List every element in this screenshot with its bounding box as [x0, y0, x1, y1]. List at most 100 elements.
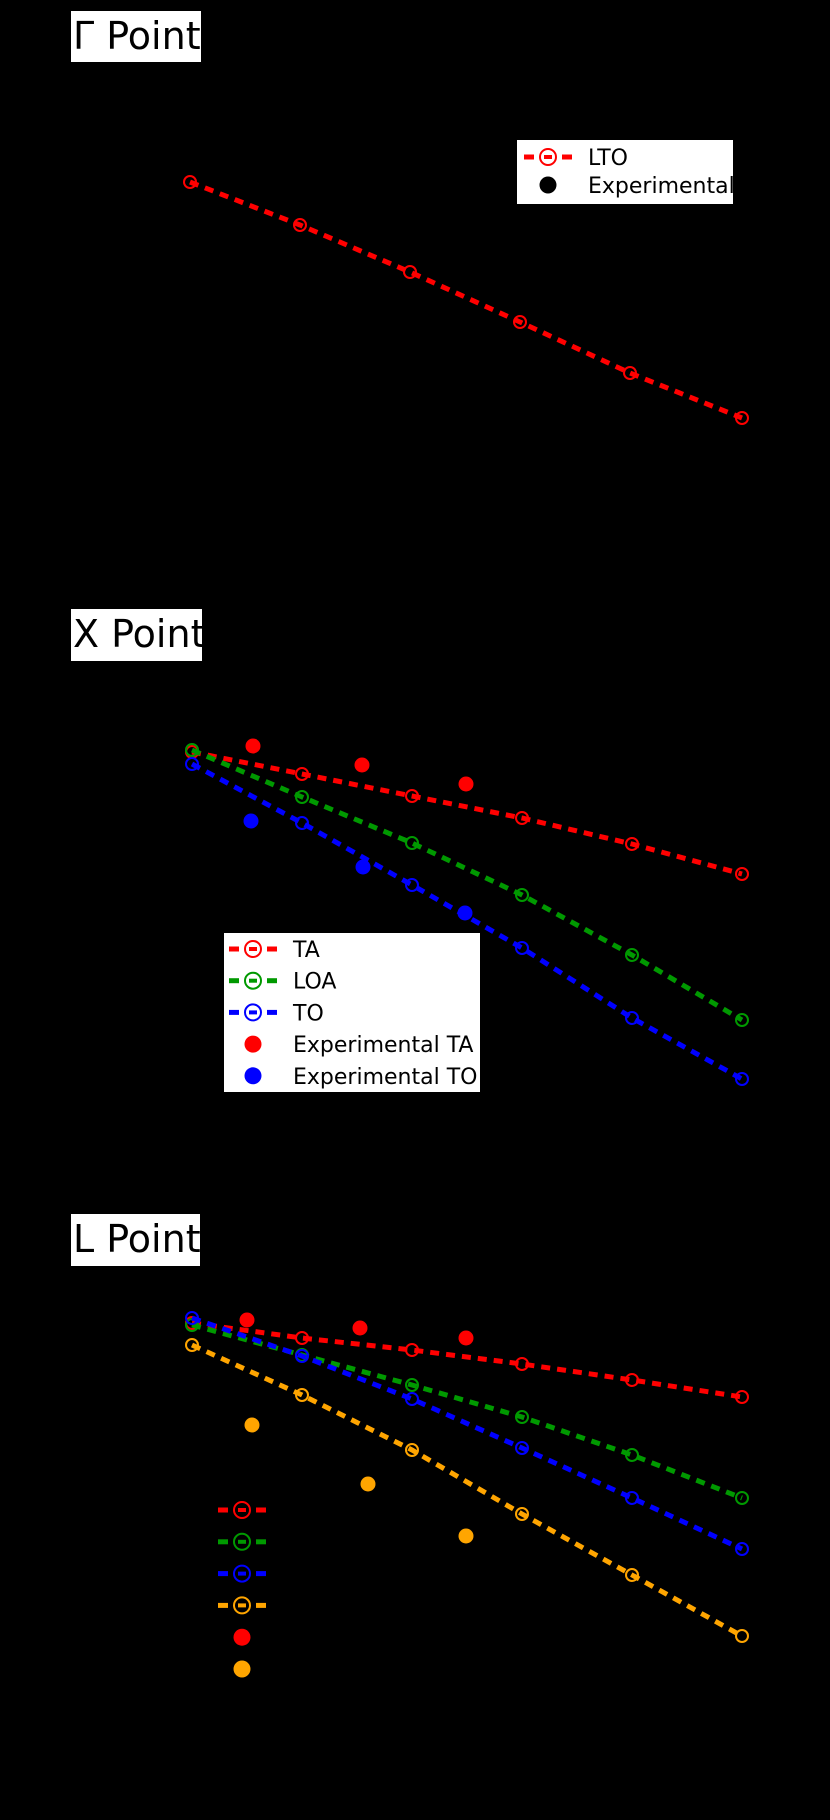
legend-entry: Experimental TO — [244, 1065, 477, 1090]
open-circle-marker — [515, 1357, 529, 1371]
dashed-line — [189, 179, 743, 421]
dashed-line — [191, 747, 744, 1023]
filled-dot-marker — [244, 1067, 262, 1085]
open-circle-marker — [515, 888, 529, 902]
legend: TA LOA TO Experimental TA Experimental TO — [224, 933, 480, 1092]
dashed-line — [191, 1315, 744, 1552]
open-circle-marker — [735, 411, 749, 425]
legend-entry — [218, 1564, 266, 1583]
open-circle-marker — [735, 1629, 749, 1643]
open-circle-marker — [185, 743, 199, 757]
legend-entry — [218, 1501, 266, 1519]
legend: LTO Experimental — [517, 140, 735, 204]
open-circle-marker — [625, 1491, 639, 1505]
legend-entry: TA — [229, 938, 320, 963]
filled-dot-marker — [245, 738, 261, 754]
legend-entry: LOA — [229, 970, 336, 995]
open-circle-marker — [625, 1011, 639, 1025]
open-circle-marker — [515, 811, 529, 825]
panel-2 — [185, 1311, 749, 1678]
open-circle-marker — [295, 1349, 309, 1363]
series-#ffa500 — [244, 1417, 474, 1544]
series-ta — [185, 745, 749, 881]
legend-label: Experimental — [588, 174, 735, 199]
open-circle-marker — [405, 1392, 419, 1406]
open-circle-marker — [295, 1331, 309, 1345]
open-circle-marker — [405, 1443, 419, 1457]
series-#ffa500 — [185, 1338, 749, 1643]
open-circle-marker — [623, 366, 637, 380]
open-circle-marker — [735, 1013, 749, 1027]
legend-entry: Experimental TA — [244, 1033, 473, 1058]
open-circle-marker — [625, 1448, 639, 1462]
open-circle-marker — [405, 1343, 419, 1357]
series-#0000ff — [185, 1311, 749, 1556]
filled-dot-marker — [243, 813, 259, 829]
open-circle-marker — [405, 836, 419, 850]
open-circle-marker — [515, 1410, 529, 1424]
filled-dot-marker — [352, 1320, 368, 1336]
open-circle-marker — [233, 1532, 251, 1551]
gamma-point-title: Γ Point — [71, 11, 201, 62]
open-circle-marker — [515, 1507, 529, 1521]
filled-dot-marker — [458, 1330, 474, 1346]
filled-dot-marker — [239, 1312, 255, 1328]
open-circle-marker — [295, 767, 309, 781]
legend-label: Experimental TA — [293, 1033, 473, 1058]
open-circle-marker — [244, 1003, 262, 1022]
x-point-title: X Point — [71, 609, 205, 661]
legend-label: LOA — [293, 970, 336, 995]
series-lto — [183, 175, 749, 425]
filled-dot-marker — [354, 757, 370, 773]
filled-dot-marker — [244, 1035, 262, 1053]
open-circle-marker — [233, 1564, 251, 1583]
open-circle-marker — [403, 265, 417, 279]
open-circle-marker — [185, 757, 199, 771]
open-circle-marker — [515, 941, 529, 955]
series-to — [185, 757, 749, 1086]
legend-entry: LTO — [524, 146, 628, 171]
series-#ff0000 — [185, 1316, 749, 1404]
filled-dot-marker — [360, 1476, 376, 1492]
legend-label: TO — [292, 1001, 324, 1026]
open-circle-marker — [625, 837, 639, 851]
series-#ff0000 — [239, 1312, 474, 1346]
legend-entry: Experimental — [539, 174, 735, 199]
open-circle-marker — [405, 878, 419, 892]
dashed-line — [191, 1320, 743, 1400]
open-circle-marker — [185, 1338, 199, 1352]
legend-box — [224, 933, 480, 1092]
open-circle-marker — [735, 1390, 749, 1404]
open-circle-marker — [735, 867, 749, 881]
filled-dot-marker — [233, 1660, 251, 1678]
dashed-line — [190, 761, 744, 1082]
open-circle-marker — [539, 148, 557, 166]
open-circle-marker — [405, 1378, 419, 1392]
legend-entry — [218, 1532, 266, 1551]
legend-label: LTO — [588, 146, 628, 171]
legend-entry — [233, 1628, 251, 1646]
open-circle-marker — [183, 175, 197, 189]
legend-label: Experimental TO — [293, 1065, 477, 1090]
filled-dot-marker — [458, 776, 474, 792]
open-circle-marker — [405, 789, 419, 803]
dashed-line — [190, 1342, 744, 1639]
open-circle-marker — [295, 1388, 309, 1402]
series-loa — [185, 743, 749, 1027]
open-circle-marker — [735, 1491, 749, 1505]
open-circle-marker — [735, 1072, 749, 1086]
dashed-line — [191, 749, 743, 877]
filled-dot-marker — [233, 1628, 251, 1646]
open-circle-marker — [185, 1311, 199, 1325]
open-circle-marker — [293, 218, 307, 232]
l-point-title: L Point — [71, 1214, 201, 1266]
series-experimental-to — [243, 813, 473, 921]
open-circle-marker — [625, 1373, 639, 1387]
open-circle-marker — [735, 1542, 749, 1556]
filled-dot-marker — [244, 1417, 260, 1433]
legend — [218, 1501, 266, 1678]
legend-entry — [233, 1660, 251, 1678]
filled-dot-marker — [458, 1528, 474, 1544]
open-circle-marker — [625, 948, 639, 962]
open-circle-marker — [244, 940, 262, 958]
